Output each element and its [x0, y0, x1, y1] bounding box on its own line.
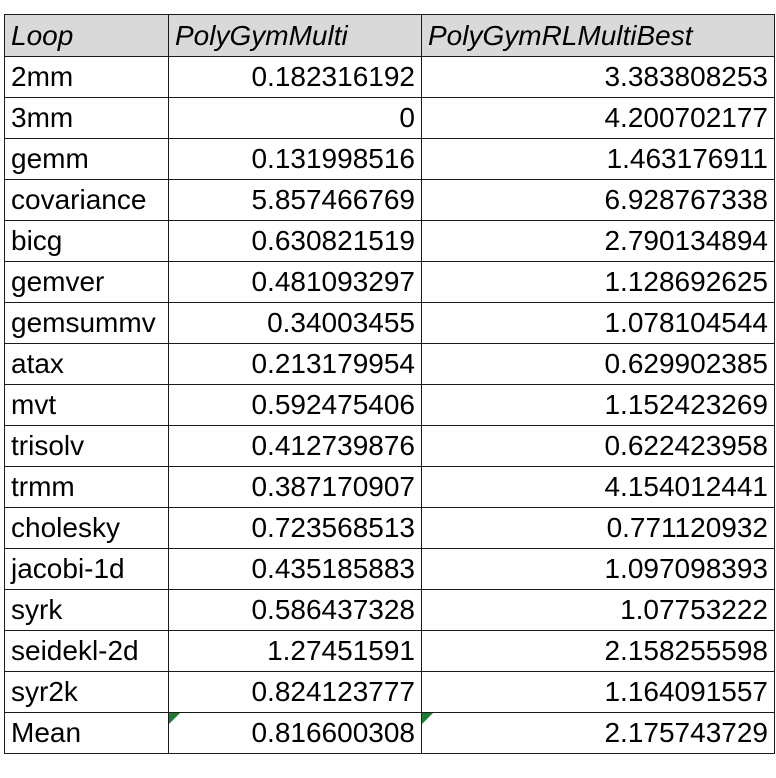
- polygymmulti-cell[interactable]: 0.630821519: [168, 220, 422, 262]
- error-indicator-icon[interactable]: [422, 713, 433, 724]
- header-cell-polygymrlmultibest[interactable]: PolyGymRLMultiBest: [421, 14, 775, 57]
- loop-cell[interactable]: trmm: [4, 466, 169, 508]
- table-row: syrk 0.586437328 1.07753222: [4, 589, 775, 631]
- polygymmulti-cell[interactable]: 0.586437328: [168, 589, 422, 631]
- loop-cell[interactable]: atax: [4, 343, 169, 385]
- loop-cell[interactable]: bicg: [4, 220, 169, 262]
- loop-cell[interactable]: gemver: [4, 261, 169, 303]
- cell-value: 2.175743729: [604, 717, 768, 748]
- loop-cell[interactable]: seidekl-2d: [4, 630, 169, 672]
- polygymmulti-cell[interactable]: 0.481093297: [168, 261, 422, 303]
- table-row: 3mm 0 4.200702177: [4, 97, 775, 139]
- polygymrlmultibest-cell[interactable]: 6.928767338: [421, 179, 775, 221]
- loop-cell[interactable]: gemsummv: [4, 302, 169, 344]
- mean-row: Mean 0.816600308 2.175743729: [4, 712, 775, 754]
- polygymmulti-cell[interactable]: 0: [168, 97, 422, 139]
- error-indicator-icon[interactable]: [169, 713, 180, 724]
- table-row: seidekl-2d 1.27451591 2.158255598: [4, 630, 775, 672]
- polygymrlmultibest-cell[interactable]: 2.790134894: [421, 220, 775, 262]
- polygymrlmultibest-cell[interactable]: 1.097098393: [421, 548, 775, 590]
- loop-cell[interactable]: syr2k: [4, 671, 169, 713]
- table-row: trisolv 0.412739876 0.622423958: [4, 425, 775, 467]
- polygymrlmultibest-cell[interactable]: 2.158255598: [421, 630, 775, 672]
- polygymmulti-cell[interactable]: 0.213179954: [168, 343, 422, 385]
- table-row: cholesky 0.723568513 0.771120932: [4, 507, 775, 549]
- loop-cell[interactable]: covariance: [4, 179, 169, 221]
- polygymrlmultibest-cell[interactable]: 0.771120932: [421, 507, 775, 549]
- loop-cell[interactable]: syrk: [4, 589, 169, 631]
- polygymmulti-cell[interactable]: 0.34003455: [168, 302, 422, 344]
- table-row: gemver 0.481093297 1.128692625: [4, 261, 775, 303]
- loop-cell[interactable]: Mean: [4, 712, 169, 754]
- polygymrlmultibest-cell[interactable]: 4.200702177: [421, 97, 775, 139]
- polygymrlmultibest-cell[interactable]: 1.128692625: [421, 261, 775, 303]
- loop-cell[interactable]: mvt: [4, 384, 169, 426]
- header-row: Loop PolyGymMulti PolyGymRLMultiBest: [4, 14, 775, 57]
- table-row: trmm 0.387170907 4.154012441: [4, 466, 775, 508]
- polygymrlmultibest-cell[interactable]: 1.463176911: [421, 138, 775, 180]
- loop-cell[interactable]: 2mm: [4, 56, 169, 98]
- loop-cell[interactable]: trisolv: [4, 425, 169, 467]
- polygymmulti-cell[interactable]: 0.387170907: [168, 466, 422, 508]
- table-row: covariance 5.857466769 6.928767338: [4, 179, 775, 221]
- polygymmulti-cell[interactable]: 5.857466769: [168, 179, 422, 221]
- polygymmulti-cell[interactable]: 0.412739876: [168, 425, 422, 467]
- polygymrlmultibest-mean-cell[interactable]: 2.175743729: [421, 712, 775, 754]
- polygymmulti-cell[interactable]: 0.592475406: [168, 384, 422, 426]
- cell-value: 0.816600308: [251, 717, 415, 748]
- polygymrlmultibest-cell[interactable]: 1.152423269: [421, 384, 775, 426]
- loop-cell[interactable]: gemm: [4, 138, 169, 180]
- table-row: jacobi-1d 0.435185883 1.097098393: [4, 548, 775, 590]
- header-cell-polygymmulti[interactable]: PolyGymMulti: [168, 14, 422, 57]
- table-row: 2mm 0.182316192 3.383808253: [4, 56, 775, 98]
- loop-cell[interactable]: jacobi-1d: [4, 548, 169, 590]
- polygymmulti-cell[interactable]: 0.131998516: [168, 138, 422, 180]
- table-row: mvt 0.592475406 1.152423269: [4, 384, 775, 426]
- polygymmulti-cell[interactable]: 0.723568513: [168, 507, 422, 549]
- polygymrlmultibest-cell[interactable]: 0.629902385: [421, 343, 775, 385]
- table-row: atax 0.213179954 0.629902385: [4, 343, 775, 385]
- table-row: gemsummv 0.34003455 1.078104544: [4, 302, 775, 344]
- polygymrlmultibest-cell[interactable]: 3.383808253: [421, 56, 775, 98]
- table-row: bicg 0.630821519 2.790134894: [4, 220, 775, 262]
- polygymmulti-mean-cell[interactable]: 0.816600308: [168, 712, 422, 754]
- header-cell-loop[interactable]: Loop: [4, 14, 169, 57]
- polygymrlmultibest-cell[interactable]: 1.078104544: [421, 302, 775, 344]
- polygymmulti-cell[interactable]: 0.182316192: [168, 56, 422, 98]
- polygymmulti-cell[interactable]: 0.824123777: [168, 671, 422, 713]
- loop-cell[interactable]: cholesky: [4, 507, 169, 549]
- polygymmulti-cell[interactable]: 1.27451591: [168, 630, 422, 672]
- polygymrlmultibest-cell[interactable]: 4.154012441: [421, 466, 775, 508]
- spreadsheet-table: Loop PolyGymMulti PolyGymRLMultiBest 2mm…: [4, 14, 775, 754]
- polygymrlmultibest-cell[interactable]: 1.07753222: [421, 589, 775, 631]
- loop-cell[interactable]: 3mm: [4, 97, 169, 139]
- polygymmulti-cell[interactable]: 0.435185883: [168, 548, 422, 590]
- polygymrlmultibest-cell[interactable]: 0.622423958: [421, 425, 775, 467]
- polygymrlmultibest-cell[interactable]: 1.164091557: [421, 671, 775, 713]
- table-row: gemm 0.131998516 1.463176911: [4, 138, 775, 180]
- table-row: syr2k 0.824123777 1.164091557: [4, 671, 775, 713]
